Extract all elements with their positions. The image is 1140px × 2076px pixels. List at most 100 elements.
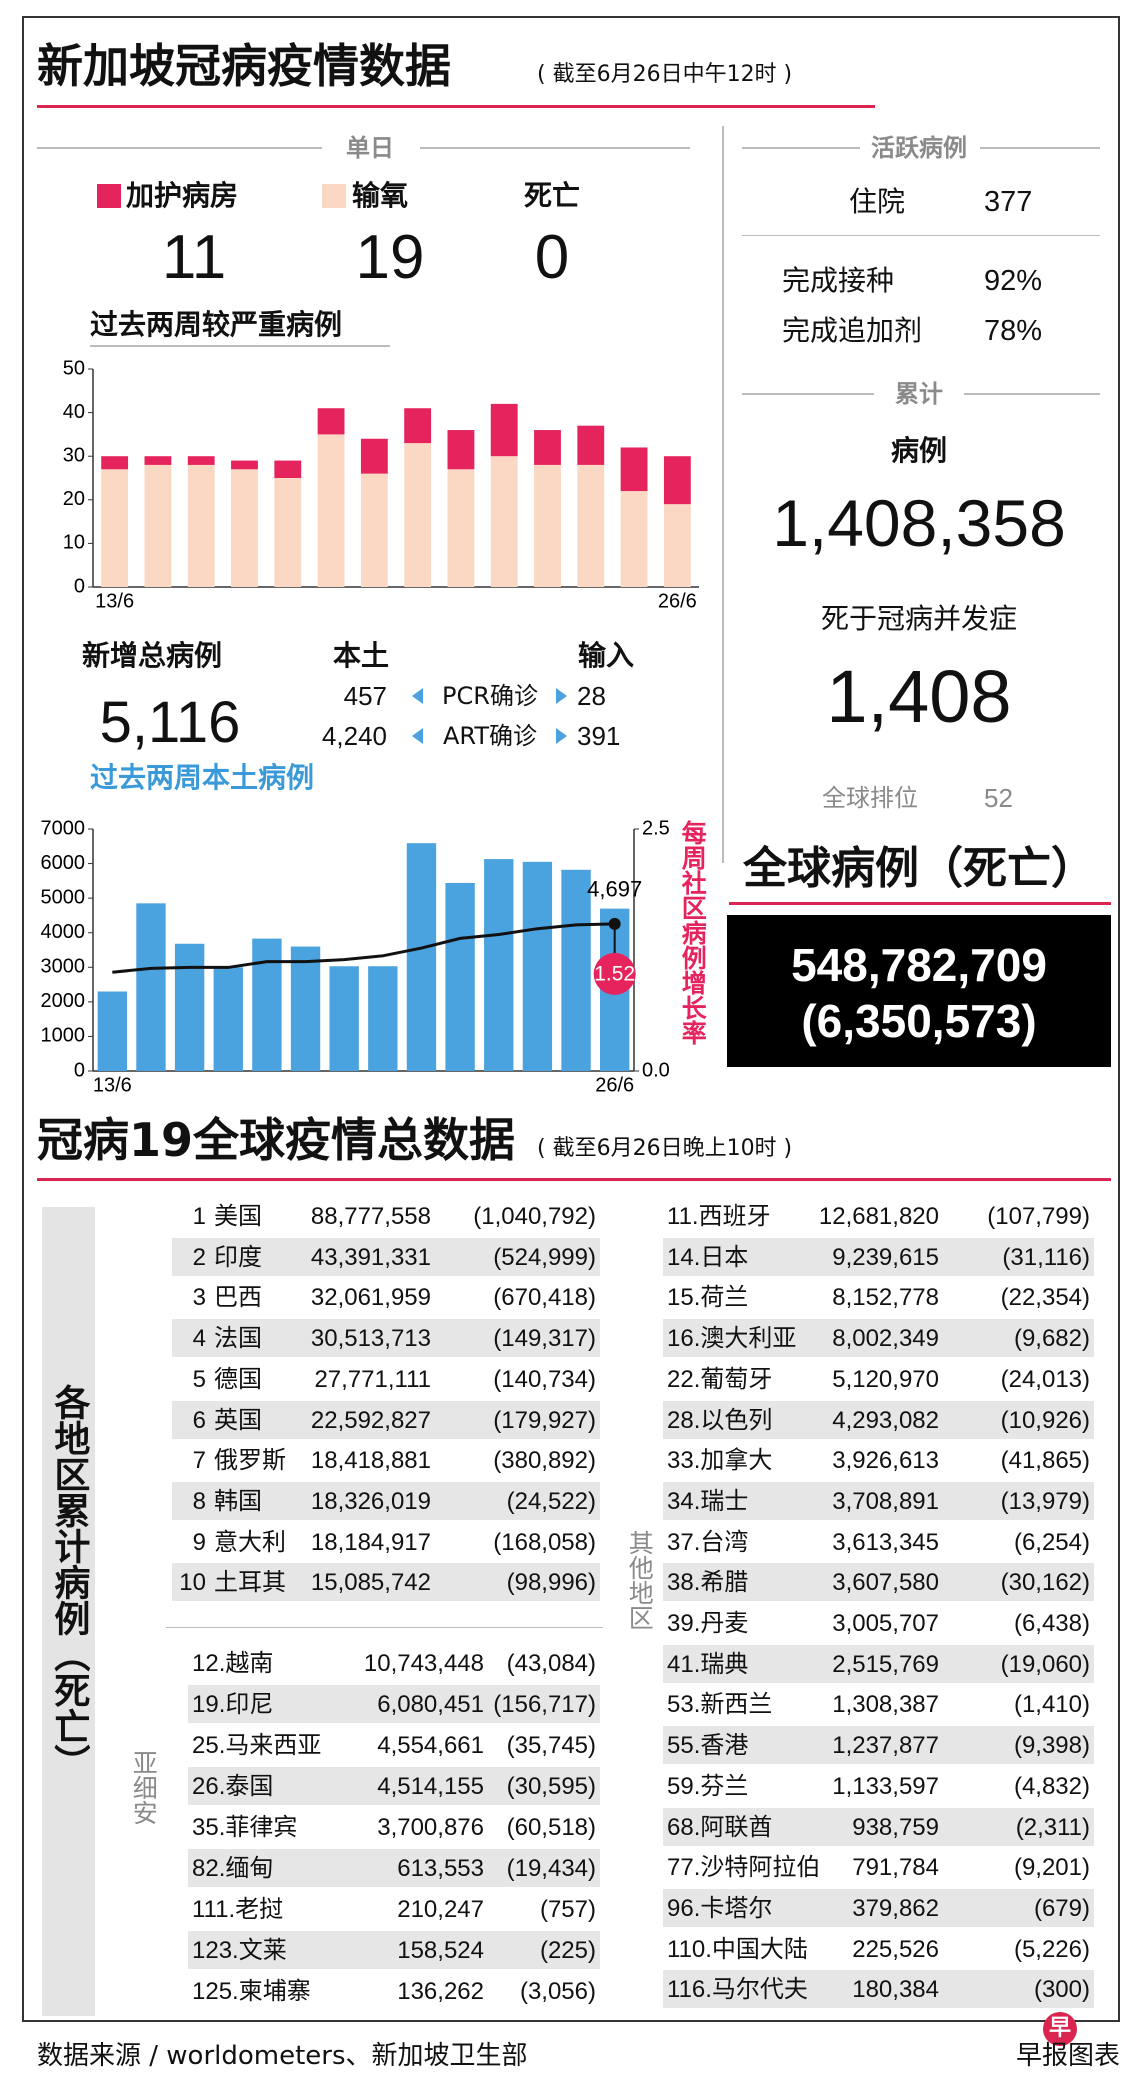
country: 39.丹麦 bbox=[667, 1610, 749, 1637]
country: 俄罗斯 bbox=[214, 1447, 286, 1475]
cases: 1,308,387 bbox=[832, 1691, 939, 1719]
x-tick-label: 13/6 bbox=[93, 1074, 132, 1096]
y2-tick-label: 0.0 bbox=[642, 1059, 670, 1081]
rule bbox=[964, 393, 1100, 395]
method: ART确诊 bbox=[442, 722, 538, 750]
bar-segment bbox=[447, 469, 475, 587]
new-cases-total: 5,116 bbox=[99, 690, 241, 755]
new-cases-title: 新增总病例 bbox=[82, 639, 223, 672]
table-row: 2 印度 43,391,331 (524,999) bbox=[172, 1237, 600, 1276]
deaths: (140,734) bbox=[493, 1365, 596, 1393]
country: 12.越南 bbox=[192, 1650, 274, 1677]
label-badge bbox=[593, 952, 636, 995]
table-row: 12.越南 10,743,448 (43,084) bbox=[188, 1644, 600, 1682]
chart-title: 过去两周较严重病例 bbox=[90, 308, 343, 341]
country: 123.文莱 bbox=[192, 1937, 287, 1964]
table-row: 9 意大利 18,184,917 (168,058) bbox=[172, 1523, 600, 1561]
deaths: (4,832) bbox=[1013, 1772, 1090, 1800]
stat-value: 78% bbox=[984, 315, 1043, 347]
table-row: 16.澳大利亚 8,002,349 (9,682) bbox=[663, 1319, 1094, 1358]
deaths: (10,926) bbox=[1000, 1406, 1090, 1434]
deaths: (300) bbox=[1033, 1976, 1090, 2004]
source: 数据来源 / worldometers、新加坡卫生部 bbox=[37, 2041, 528, 2071]
cumulative-cases: 1,408,358 bbox=[772, 486, 1066, 560]
imported-label: 输入 bbox=[577, 639, 635, 672]
rule bbox=[37, 1178, 1111, 1181]
country: 14.日本 bbox=[667, 1243, 749, 1271]
table-row: 35.菲律宾 3,700,876 (60,518) bbox=[188, 1808, 600, 1846]
cases: 938,759 bbox=[852, 1813, 939, 1841]
bar-segment bbox=[490, 456, 518, 587]
deaths: (9,398) bbox=[1013, 1732, 1090, 1760]
y-tick-label: 3000 bbox=[41, 956, 86, 978]
deaths: (24,522) bbox=[506, 1487, 596, 1515]
cases: 8,002,349 bbox=[832, 1325, 939, 1353]
country: 116.马尔代夫 bbox=[667, 1976, 808, 2004]
cases: 4,554,661 bbox=[377, 1732, 484, 1759]
deaths: (107,799) bbox=[987, 1203, 1090, 1230]
stat-label: 住院 bbox=[849, 185, 906, 218]
cases: 88,777,558 bbox=[310, 1203, 431, 1230]
table-row: 68.阿联酋 938,759 (2,311) bbox=[663, 1807, 1094, 1846]
bar bbox=[406, 843, 437, 1071]
y-tick-label: 1000 bbox=[41, 1025, 86, 1047]
deaths: (757) bbox=[539, 1896, 596, 1923]
cases: 3,700,876 bbox=[377, 1814, 484, 1841]
title-rule bbox=[37, 105, 875, 108]
deaths: (30,595) bbox=[506, 1773, 596, 1800]
y-tick-label: 30 bbox=[63, 444, 85, 466]
country: 33.加拿大 bbox=[667, 1447, 773, 1475]
x-tick-label: 26/6 bbox=[595, 1074, 634, 1096]
country: 巴西 bbox=[214, 1284, 262, 1312]
deaths: (24,013) bbox=[1000, 1365, 1090, 1393]
cases: 210,247 bbox=[397, 1896, 484, 1923]
cases: 15,085,742 bbox=[310, 1569, 431, 1597]
arrow bbox=[412, 728, 423, 744]
cases: 791,784 bbox=[852, 1854, 939, 1882]
rank: 5 bbox=[192, 1365, 206, 1393]
country: 22.葡萄牙 bbox=[667, 1365, 773, 1393]
deaths: (156,717) bbox=[493, 1691, 596, 1718]
deaths: (524,999) bbox=[493, 1243, 596, 1271]
side-box: 各地区累计病例（死亡） bbox=[42, 1207, 95, 2016]
deaths: (98,996) bbox=[506, 1569, 596, 1597]
rule bbox=[90, 345, 390, 347]
deaths: (380,892) bbox=[493, 1447, 596, 1475]
country: 26.泰国 bbox=[192, 1773, 274, 1800]
country: 59.芬兰 bbox=[667, 1772, 749, 1800]
deaths: (19,434) bbox=[506, 1855, 596, 1882]
cases: 379,862 bbox=[852, 1894, 939, 1922]
rank: 7 bbox=[192, 1447, 206, 1475]
cases: 4,293,082 bbox=[832, 1406, 939, 1434]
cases: 10,743,448 bbox=[363, 1650, 484, 1677]
deaths: (31,116) bbox=[1002, 1243, 1090, 1271]
arrow bbox=[412, 688, 423, 704]
oxygen-value: 19 bbox=[355, 223, 425, 292]
y-tick-label: 4000 bbox=[41, 921, 86, 943]
country: 土耳其 bbox=[214, 1569, 286, 1597]
deaths: (1,040,792) bbox=[473, 1203, 596, 1230]
rank: 1 bbox=[192, 1203, 206, 1230]
stat-label: 病例 bbox=[890, 434, 948, 467]
country: 韩国 bbox=[214, 1487, 262, 1515]
y2-axis-label: 每周社区病例增长率 bbox=[678, 820, 708, 1045]
bar bbox=[290, 946, 321, 1071]
table-row: 55.香港 1,237,877 (9,398) bbox=[663, 1726, 1094, 1765]
bar-segment bbox=[404, 408, 432, 444]
cases: 5,120,970 bbox=[832, 1365, 939, 1393]
stat-value: 377 bbox=[984, 186, 1033, 218]
bar-segment bbox=[317, 408, 345, 435]
deaths: (22,354) bbox=[1000, 1284, 1090, 1312]
table-row: 10 土耳其 15,085,742 (98,996) bbox=[172, 1563, 600, 1602]
table-row: 3 巴西 32,061,959 (670,418) bbox=[172, 1278, 600, 1316]
rank: 3 bbox=[192, 1284, 206, 1312]
cases: 136,262 bbox=[397, 1978, 484, 2005]
country: 125.柬埔寨 bbox=[192, 1978, 311, 2005]
cases: 225,526 bbox=[852, 1935, 939, 1963]
arrow bbox=[556, 688, 567, 704]
cases: 3,708,891 bbox=[832, 1487, 939, 1515]
deaths: (6,438) bbox=[1013, 1610, 1090, 1637]
legend-swatch bbox=[322, 184, 346, 208]
global-cases: 548,782,709 bbox=[791, 939, 1047, 991]
line-point bbox=[608, 917, 621, 930]
